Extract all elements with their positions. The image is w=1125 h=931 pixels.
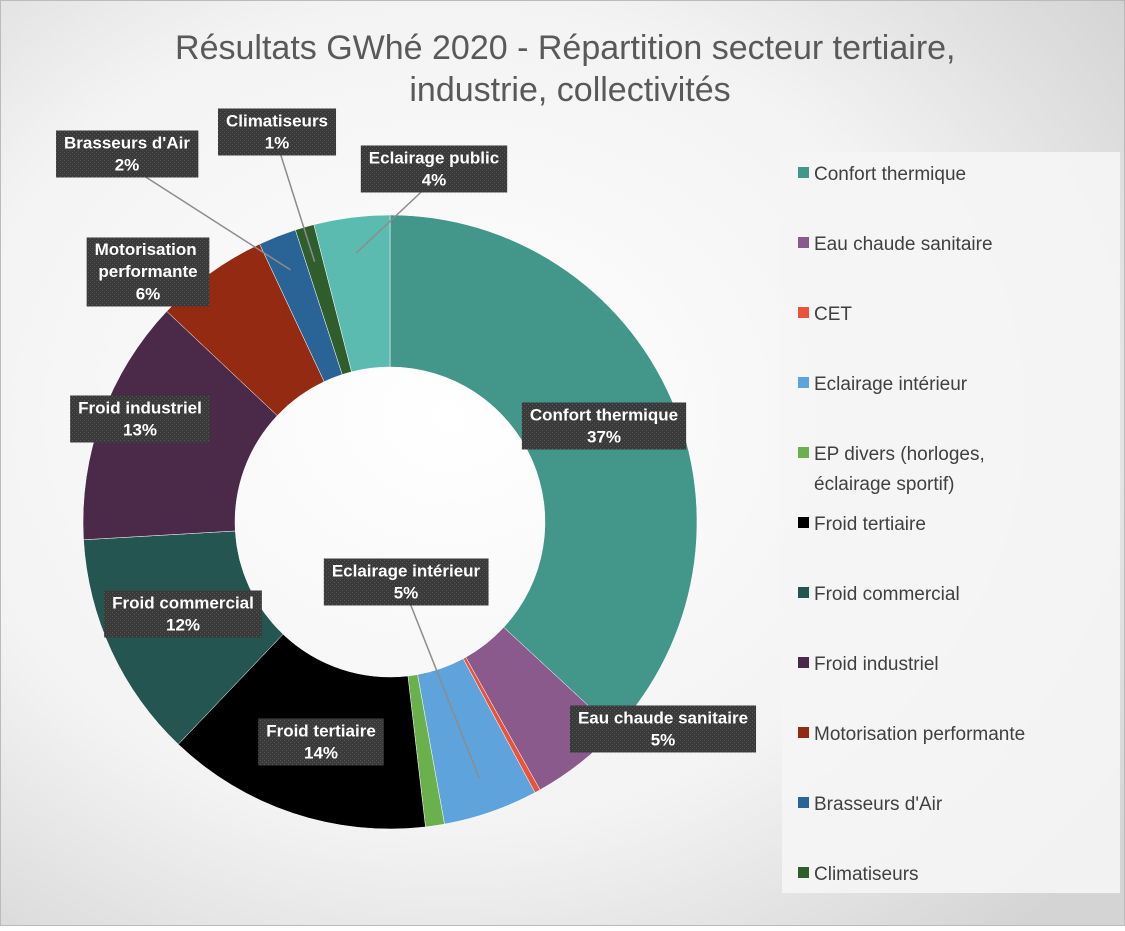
label-value: 5% <box>651 730 676 749</box>
label-box <box>360 145 508 193</box>
label-line: performante <box>98 262 197 281</box>
label-name: Eclairage intérieur <box>332 561 481 580</box>
data-label: Froid commercial 12% <box>104 590 262 638</box>
label-name: Motorisation performante <box>95 240 202 281</box>
label-box <box>104 590 262 638</box>
legend-label: EP divers (horloges, éclairage sportif) <box>814 444 990 495</box>
label-name: Brasseurs d'Air <box>64 133 190 152</box>
data-label: Climatiseurs 1% <box>217 108 337 156</box>
legend-swatch <box>798 307 809 318</box>
label-value: 13% <box>123 420 157 439</box>
label-box <box>86 237 210 307</box>
legend-line: EP divers (horloges, <box>814 444 990 465</box>
legend-label: Eau chaude sanitaire <box>814 234 993 255</box>
legend-swatch <box>798 867 809 878</box>
label-box <box>217 108 337 156</box>
legend-label: Froid commercial <box>814 584 960 605</box>
legend-swatch <box>798 167 809 178</box>
label-value: 5% <box>394 583 419 602</box>
label-value: 2% <box>115 155 140 174</box>
legend-label: Climatiseurs <box>814 864 919 885</box>
legend-swatch <box>798 587 809 598</box>
legend-swatch <box>798 517 809 528</box>
data-label: Brasseurs d'Air 2% <box>56 130 199 178</box>
label-box <box>569 705 757 753</box>
label-box <box>258 718 384 766</box>
data-label: Froid industriel 13% <box>70 395 210 443</box>
leader-line <box>126 164 291 271</box>
data-label: Confort thermique 37% <box>521 402 687 450</box>
legend-swatch <box>798 237 809 248</box>
legend-label: Confort thermique <box>814 164 966 185</box>
data-label: Motorisation performante 6% <box>86 237 210 307</box>
label-name: Confort thermique <box>530 405 678 424</box>
legend-swatch <box>798 377 809 388</box>
title-line: industrie, collectivités <box>409 71 730 109</box>
label-value: 12% <box>166 615 200 634</box>
legend-label: Brasseurs d'Air <box>814 794 943 815</box>
slice <box>313 214 391 373</box>
label-box <box>70 395 210 443</box>
label-name: Froid tertiaire <box>266 721 376 740</box>
label-name: Eclairage public <box>369 148 499 167</box>
legend-label: Eclairage intérieur <box>814 374 968 395</box>
title-line: Résultats GWhé 2020 - Répartition secteu… <box>175 29 965 67</box>
label-name: Froid commercial <box>112 593 254 612</box>
legend-label: Froid industriel <box>814 654 939 675</box>
label-value: 37% <box>587 427 621 446</box>
legend-label: Motorisation performante <box>814 724 1025 745</box>
leader-line <box>276 142 316 262</box>
data-label: Eclairage public 4% <box>360 145 508 193</box>
label-line: Motorisation <box>95 240 202 259</box>
label-value: 4% <box>422 170 447 189</box>
legend-swatch <box>798 447 809 458</box>
legend-swatch <box>798 797 809 808</box>
data-label: Froid tertiaire 14% <box>258 718 384 766</box>
chart-title: Résultats GWhé 2020 - Répartition secteu… <box>175 29 965 109</box>
label-name: Froid industriel <box>78 398 202 417</box>
label-box <box>323 558 489 606</box>
legend-label: Froid tertiaire <box>814 514 926 535</box>
legend-box <box>782 152 1120 893</box>
slice <box>389 214 698 731</box>
legend-line: éclairage sportif) <box>814 474 954 495</box>
data-label: Eau chaude sanitaire 5% <box>569 705 757 753</box>
leader-line <box>405 592 480 779</box>
label-value: 6% <box>136 284 161 303</box>
label-name: Climatiseurs <box>226 111 328 130</box>
label-box <box>521 402 687 450</box>
label-name: Eau chaude sanitaire <box>578 708 748 727</box>
legend-swatch <box>798 727 809 738</box>
legend-label: CET <box>814 304 852 325</box>
legend-swatch <box>798 657 809 668</box>
label-value: 14% <box>304 743 338 762</box>
label-value: 1% <box>265 133 290 152</box>
label-box <box>56 130 199 178</box>
data-label: Eclairage intérieur 5% <box>323 558 489 606</box>
